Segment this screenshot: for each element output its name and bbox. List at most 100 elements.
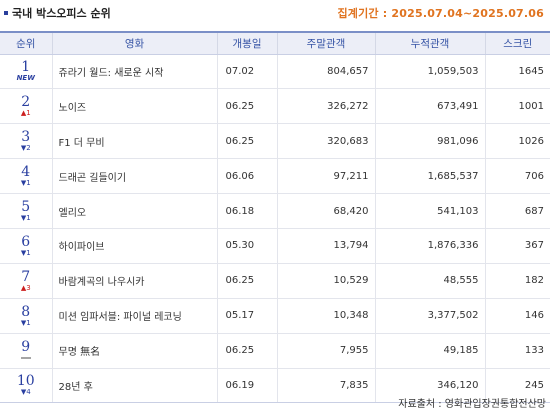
rank-change-value: 1	[26, 248, 31, 257]
rank-number: 1	[21, 59, 31, 76]
rank-number: 9	[21, 338, 31, 355]
rank-cell: 10 ▼4	[0, 368, 52, 404]
movie-title[interactable]: 하이파이브	[51, 228, 217, 264]
movie-title[interactable]: 무명 無名	[51, 333, 217, 369]
movie-title[interactable]: 노이즈	[51, 88, 217, 125]
movie-title[interactable]: 엘리오	[51, 193, 217, 229]
rank-change: NEW	[0, 74, 52, 82]
movie-title[interactable]: 쥬라기 월드: 새로운 시작	[51, 54, 217, 90]
source-note: 자료출처 : 영화관입장권통합전산망	[398, 399, 546, 410]
weekend-audience: 68,420	[276, 193, 375, 229]
rank-change: ▼1	[0, 249, 52, 257]
rank-change-value: 1	[26, 179, 31, 188]
rank-change: ▲3	[0, 284, 52, 292]
rank-change-value: 2	[26, 144, 31, 153]
release-date: 06.06	[216, 158, 277, 195]
release-date: 06.25	[216, 263, 277, 299]
screen-count: 1001	[484, 88, 550, 125]
total-audience: 48,555	[374, 263, 485, 299]
table-row[interactable]: 9 무명 無名 06.25 7,955 49,185 133	[0, 333, 550, 369]
rank-cell: 3 ▼2	[0, 123, 52, 160]
total-audience: 49,185	[374, 333, 485, 369]
total-audience: 1,059,503	[374, 54, 485, 90]
weekend-audience: 7,835	[276, 368, 375, 404]
rank-number: 10	[16, 373, 35, 390]
column-header-rank: 순위	[0, 31, 52, 55]
rank-number: 2	[21, 94, 31, 111]
screen-count: 687	[484, 193, 550, 229]
arrow-down-icon: ▼	[20, 318, 27, 327]
rank-change: ▼1	[0, 319, 52, 327]
table-row[interactable]: 2 ▲1 노이즈 06.25 326,272 673,491 1001	[0, 88, 550, 125]
movie-title[interactable]: 드래곤 길들이기	[51, 158, 217, 195]
total-audience: 1,685,537	[374, 158, 485, 195]
movie-title[interactable]: 28년 후	[51, 368, 217, 404]
arrow-up-icon: ▲	[20, 283, 27, 292]
table-row[interactable]: 10 ▼4 28년 후 06.19 7,835 346,120 245	[0, 368, 550, 404]
rank-change: ▼2	[0, 144, 52, 152]
rank-change	[0, 354, 52, 362]
rank-cell: 6 ▼1	[0, 228, 52, 264]
table-row[interactable]: 5 ▼1 엘리오 06.18 68,420 541,103 687	[0, 193, 550, 229]
total-audience: 673,491	[374, 88, 485, 125]
arrow-down-icon: ▼	[20, 248, 27, 257]
rank-number: 5	[21, 199, 31, 215]
table-row[interactable]: 6 ▼1 하이파이브 05.30 13,794 1,876,336 367	[0, 228, 550, 264]
rank-number: 4	[21, 164, 31, 181]
total-audience: 541,103	[374, 193, 485, 229]
rank-cell: 8 ▼1	[0, 298, 52, 334]
weekend-audience: 97,211	[276, 158, 375, 195]
box-office-table: 순위 영화 개봉일 주말관객 누적관객 스크린 1 NEW 쥬라기 월드: 새로운 …	[0, 31, 550, 404]
column-header-movie: 영화	[51, 31, 217, 55]
total-audience: 346,120	[374, 368, 485, 404]
rank-change-value: 1	[26, 318, 31, 327]
rank-number: 6	[21, 233, 31, 250]
weekend-audience: 10,529	[276, 263, 375, 299]
movie-title[interactable]: 바람계곡의 나우시카	[51, 263, 217, 299]
rank-change: ▼1	[0, 214, 52, 222]
box-office-header: 국내 박스오피스 순위 집계기간 : 2025.07.04~2025.07.06	[0, 0, 550, 24]
table-row[interactable]: 8 ▼1 미션 임파서블: 파이널 레코닝 05.17 10,348 3,377,502 1…	[0, 298, 550, 334]
screen-count: 245	[484, 368, 550, 404]
table-row[interactable]: 4 ▼1 드래곤 길들이기 06.06 97,211 1,685,537 706	[0, 158, 550, 195]
total-audience: 1,876,336	[374, 228, 485, 264]
rank-change-value: NEW	[16, 74, 35, 83]
rank-change-value: 4	[26, 388, 31, 397]
table-row[interactable]: 7 ▲3 바람계곡의 나우시카 06.25 10,529 48,555 182	[0, 263, 550, 299]
rank-number: 3	[21, 129, 31, 146]
arrow-down-icon: ▼	[20, 214, 27, 222]
release-date: 06.19	[216, 368, 277, 404]
weekend-audience: 326,272	[276, 88, 375, 125]
column-header-total: 누적관객	[374, 31, 485, 55]
rank-change-value: 3	[26, 283, 31, 292]
arrow-up-icon: ▲	[20, 109, 27, 118]
rank-change-value: 1	[26, 109, 31, 118]
table-header-row: 순위 영화 개봉일 주말관객 누적관객 스크린	[0, 31, 550, 55]
column-header-release: 개봉일	[216, 31, 277, 55]
table-row[interactable]: 3 ▼2 F1 더 무비 06.25 320,683 981,096 1026	[0, 123, 550, 160]
total-audience: 981,096	[374, 123, 485, 160]
total-audience: 3,377,502	[374, 298, 485, 334]
release-date: 07.02	[216, 54, 277, 90]
rank-change: ▼4	[0, 388, 52, 396]
release-date: 05.17	[216, 298, 277, 334]
column-header-screens: 스크린	[484, 31, 550, 55]
screen-count: 182	[484, 263, 550, 299]
rank-cell: 4 ▼1	[0, 158, 52, 195]
release-date: 06.25	[216, 333, 277, 369]
screen-count: 1026	[484, 123, 550, 160]
movie-title[interactable]: 미션 임파서블: 파이널 레코닝	[51, 298, 217, 334]
arrow-down-icon: ▼	[20, 179, 27, 188]
table-row[interactable]: 1 NEW 쥬라기 월드: 새로운 시작 07.02 804,657 1,059,503 1…	[0, 54, 550, 90]
rank-cell: 7 ▲3	[0, 263, 52, 299]
screen-count: 133	[484, 333, 550, 369]
screen-count: 1645	[484, 54, 550, 90]
weekend-audience: 7,955	[276, 333, 375, 369]
bullet-icon	[4, 11, 8, 15]
arrow-down-icon: ▼	[20, 144, 27, 153]
screen-count: 706	[484, 158, 550, 195]
release-date: 05.30	[216, 228, 277, 264]
rank-change: ▲1	[0, 109, 52, 117]
rank-change-value: 1	[26, 214, 31, 222]
movie-title[interactable]: F1 더 무비	[51, 123, 217, 160]
